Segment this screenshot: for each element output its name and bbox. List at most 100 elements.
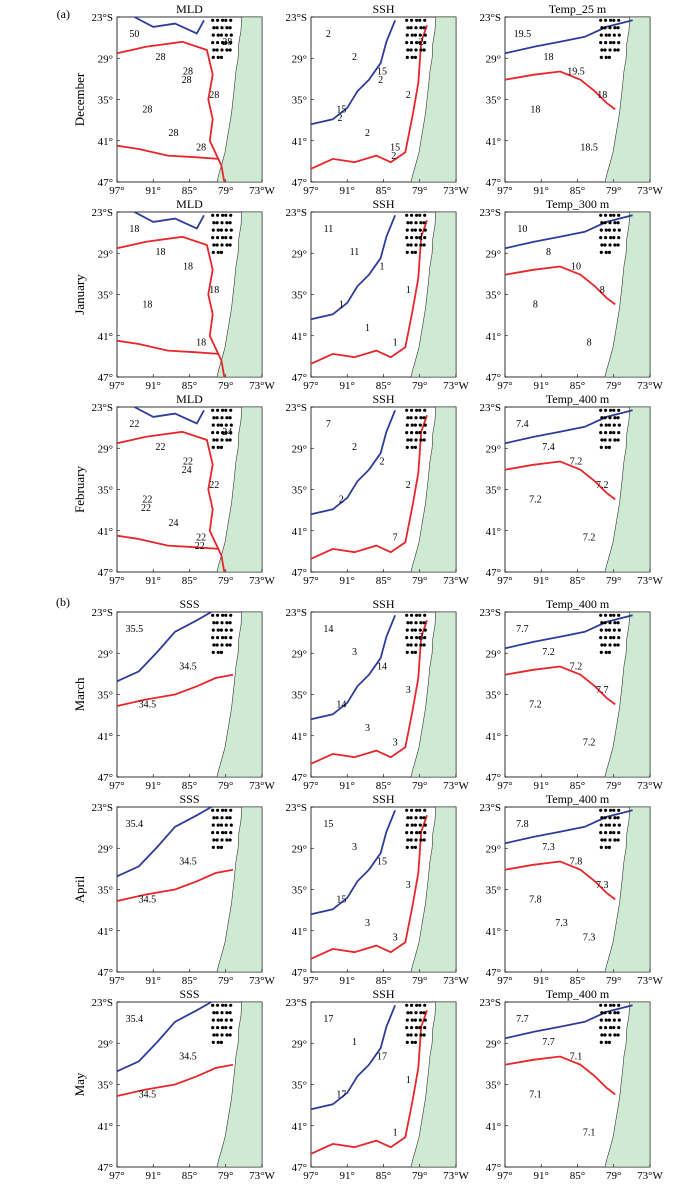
y-tick-label: 41° xyxy=(292,136,307,148)
x-tick-label: 73°W xyxy=(637,975,663,987)
y-tick-label: 29° xyxy=(486,53,501,65)
x-tick-label: 79° xyxy=(606,1170,621,1182)
x-tick-label: 85° xyxy=(182,975,197,987)
contour-label: 2 xyxy=(380,457,385,468)
significance-dot xyxy=(415,636,419,640)
x-tick-label: 73°W xyxy=(637,380,663,392)
land-area xyxy=(216,1001,263,1168)
x-tick-label: 91° xyxy=(534,1170,549,1182)
significance-dot xyxy=(219,228,223,232)
y-tick-label: 47° xyxy=(486,177,501,189)
significance-dot xyxy=(604,1026,608,1030)
significance-dot xyxy=(220,621,224,625)
significance-dot xyxy=(405,213,409,217)
panel-title: SSH xyxy=(372,597,394,611)
significance-dot xyxy=(600,816,604,820)
blue-contour-line xyxy=(310,409,396,516)
significance-dot xyxy=(216,823,220,827)
significance-dot xyxy=(216,628,220,632)
significance-dot xyxy=(604,845,608,849)
y-tick-label: 41° xyxy=(98,331,113,343)
significance-dot xyxy=(607,250,611,254)
red-contour-line xyxy=(116,235,226,378)
contour-label: 34.5 xyxy=(139,700,157,711)
significance-dot xyxy=(413,445,417,449)
significance-dot xyxy=(414,643,418,647)
significance-dot xyxy=(212,243,216,247)
row-label-march: March xyxy=(72,677,87,711)
significance-dot xyxy=(228,1033,232,1037)
significance-dot xyxy=(229,823,233,827)
land-area xyxy=(216,211,263,378)
significance-dot xyxy=(211,613,215,617)
x-tick-label: 85° xyxy=(376,780,391,792)
significance-dot xyxy=(422,26,426,30)
y-tick-label: 41° xyxy=(98,926,113,938)
contour-label: 7.2 xyxy=(529,495,542,506)
contour-label: 22 xyxy=(142,495,152,506)
significance-dot xyxy=(617,236,621,240)
contour-label: 18 xyxy=(597,90,607,101)
significance-dot xyxy=(228,416,232,420)
x-tick-label: 85° xyxy=(182,185,197,197)
red-contour-line xyxy=(116,430,226,573)
significance-dot xyxy=(216,423,220,427)
contour-label: 7.2 xyxy=(570,662,583,673)
y-tick-label: 29° xyxy=(98,1038,113,1050)
x-tick-label: 79° xyxy=(218,975,233,987)
significance-dot xyxy=(604,613,608,617)
contour-label: 7 xyxy=(326,419,331,430)
land-area xyxy=(216,16,263,183)
x-tick-label: 91° xyxy=(146,780,161,792)
blue-contour-line xyxy=(133,211,205,230)
y-tick-label: 41° xyxy=(98,526,113,538)
contour-label: 2 xyxy=(406,480,411,491)
red-contour-line xyxy=(310,815,428,960)
significance-dot xyxy=(616,621,620,625)
panel-title: Temp_400 m xyxy=(546,392,610,406)
significance-dot xyxy=(423,236,427,240)
contour-label: 7.1 xyxy=(529,1090,542,1101)
significance-dot xyxy=(414,416,418,420)
y-tick-label: 29° xyxy=(292,843,307,855)
map-panel-december-3: 19.5 19.5 18 18.5 18 18 Temp_25 m 97° 91° 85° 79° 7… xyxy=(479,2,663,197)
panel-title: SSH xyxy=(372,987,394,1001)
significance-dot xyxy=(409,1011,413,1015)
y-tick-label: 47° xyxy=(98,967,113,979)
significance-dot xyxy=(410,1040,414,1044)
map-panel-march-3: 7.7 7.2 7.2 7.2 7.2 7.7 Temp_400 m 97° 91° 85° 79°… xyxy=(479,597,663,792)
significance-dot xyxy=(413,228,417,232)
red-contour-line xyxy=(116,868,234,902)
significance-dot xyxy=(212,48,216,52)
significance-dot xyxy=(224,408,228,412)
land-area xyxy=(604,611,651,778)
significance-dot xyxy=(617,613,621,617)
x-tick-label: 85° xyxy=(376,1170,391,1182)
significance-dot xyxy=(228,643,232,647)
significance-dot xyxy=(415,1003,419,1007)
significance-dot xyxy=(617,831,621,835)
significance-dot xyxy=(604,33,608,37)
significance-dot xyxy=(418,1003,422,1007)
land-area xyxy=(410,1001,457,1168)
significance-dot xyxy=(604,650,608,654)
red-contour-line xyxy=(504,860,616,901)
significance-dot xyxy=(599,236,603,240)
contour-label: 7.8 xyxy=(529,895,542,906)
significance-dot xyxy=(410,845,414,849)
significance-dot xyxy=(418,1026,422,1030)
significance-dot xyxy=(603,1033,607,1037)
x-tick-label: 73°W xyxy=(637,780,663,792)
significance-dot xyxy=(617,41,621,45)
contour-label: 1 xyxy=(352,1037,357,1048)
significance-dot xyxy=(228,838,232,842)
significance-dot xyxy=(224,228,228,232)
significance-dot xyxy=(422,221,426,225)
significance-dot xyxy=(225,26,229,30)
significance-dot xyxy=(216,431,220,435)
significance-dot xyxy=(613,838,617,842)
significance-dot xyxy=(418,1018,422,1022)
significance-dot xyxy=(228,621,232,625)
significance-dot xyxy=(405,845,409,849)
significance-dot xyxy=(406,838,410,842)
